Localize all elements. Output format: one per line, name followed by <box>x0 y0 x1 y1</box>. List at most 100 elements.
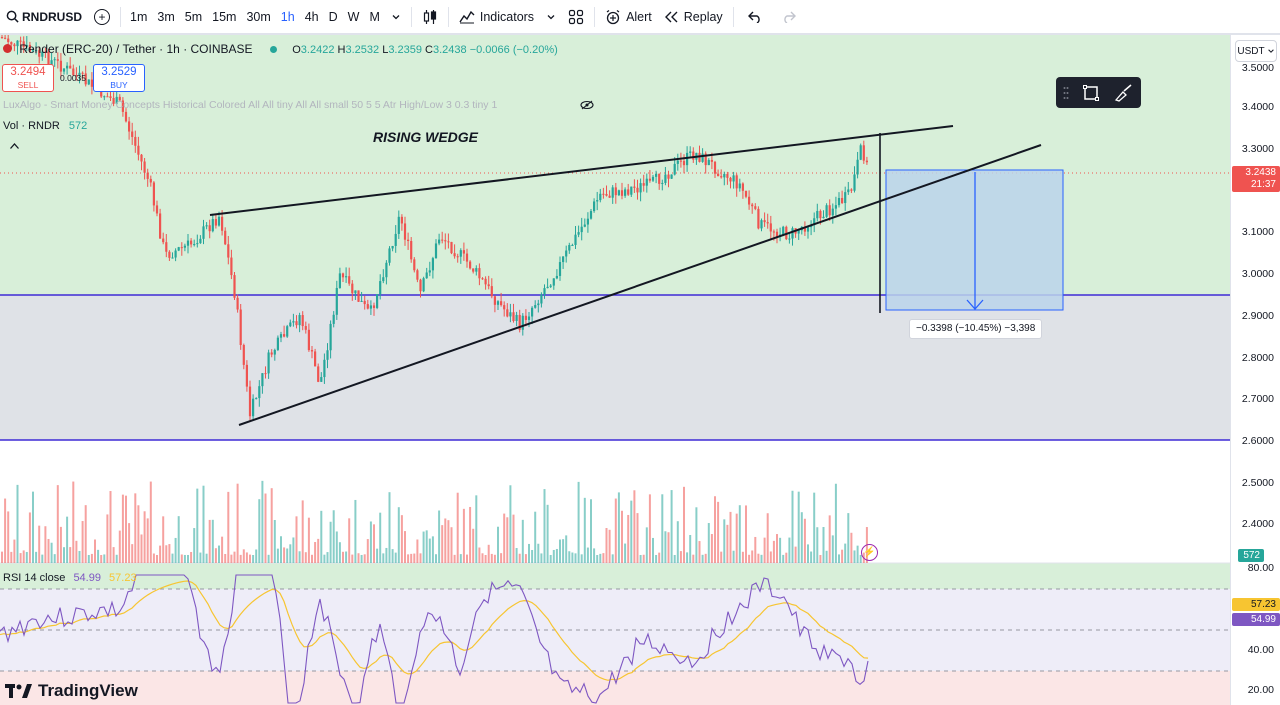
interval-4h[interactable]: 4h <box>304 9 319 24</box>
candle-body <box>689 151 692 153</box>
undo-icon <box>747 11 760 23</box>
chart-type-button[interactable] <box>416 0 444 34</box>
luxalgo-indicator-legend[interactable]: LuxAlgo - Smart Money Concepts Historica… <box>3 99 594 111</box>
symbol-search[interactable]: RNDRUSD <box>0 0 88 34</box>
candle-body <box>152 182 155 206</box>
volume-bar <box>159 545 162 563</box>
brush-tool-icon[interactable] <box>1114 83 1134 102</box>
volume-bar <box>388 492 391 563</box>
candle-body <box>583 224 586 227</box>
interval-1m[interactable]: 1m <box>130 9 148 24</box>
interval-m[interactable]: M <box>369 9 380 24</box>
lightning-icon[interactable]: ⚡ <box>861 544 878 561</box>
collapse-legend-button[interactable] <box>9 139 20 153</box>
tradingview-logo[interactable]: TradingView <box>5 681 138 701</box>
interval-w[interactable]: W <box>347 9 360 24</box>
volume-bar <box>425 530 428 563</box>
candle-body <box>856 159 859 175</box>
rectangle-tool-icon[interactable] <box>1082 84 1100 102</box>
candle-body <box>360 300 363 302</box>
volume-bar <box>224 553 227 563</box>
candle-body <box>732 175 735 182</box>
volume-bar <box>813 492 816 563</box>
indicators-dropdown[interactable] <box>540 0 562 34</box>
volume-bar <box>128 523 131 563</box>
interval-3m[interactable]: 3m <box>157 9 175 24</box>
drawing-floating-toolbar <box>1056 77 1141 108</box>
volume-bar <box>78 550 81 563</box>
volume-bar <box>112 547 115 563</box>
volume-bar <box>546 504 549 563</box>
candle-body <box>233 275 236 298</box>
candle-body <box>596 200 599 202</box>
indicators-button[interactable]: Indicators <box>453 0 540 34</box>
price-axis[interactable]: USDT 3.5000 3.4000 3.3000 3.1000 3.0000 … <box>1230 35 1280 705</box>
buy-button[interactable]: 3.2529 BUY <box>93 64 145 92</box>
wedge-upper-trendline[interactable] <box>209 125 954 216</box>
candle-body <box>859 145 862 160</box>
redo-button[interactable] <box>772 0 806 34</box>
volume-legend[interactable]: Vol · RNDR 572 <box>3 120 87 132</box>
interval-d[interactable]: D <box>328 9 338 24</box>
interval-15m[interactable]: 15m <box>212 9 237 24</box>
divider <box>410 6 412 27</box>
candle-body <box>710 159 713 162</box>
chevron-down-icon <box>1267 49 1274 53</box>
candle-body <box>385 262 388 278</box>
candle-body <box>524 315 527 320</box>
candle-body <box>416 270 419 280</box>
wedge-lower-trendline[interactable] <box>238 144 1042 426</box>
volume-bar <box>608 529 611 563</box>
candle-body <box>304 326 307 330</box>
candle-body <box>565 250 568 257</box>
candle-body <box>534 305 537 308</box>
volume-bar <box>171 553 174 563</box>
layouts-button[interactable] <box>562 0 590 34</box>
interval-30m[interactable]: 30m <box>246 9 271 24</box>
candle-body <box>586 218 589 225</box>
rsi-ma-line <box>0 580 869 681</box>
candle-body <box>221 216 224 231</box>
candle-body <box>323 359 326 378</box>
candle-body <box>837 197 841 206</box>
interval-dropdown[interactable] <box>385 0 407 34</box>
candle-body <box>633 186 636 188</box>
open-label: O <box>292 44 301 56</box>
price-chart[interactable] <box>0 35 1230 705</box>
candle-body <box>84 73 87 85</box>
alert-button[interactable]: Alert <box>599 0 658 34</box>
symbol-legend[interactable]: Render (ERC-20) / Tether · 1h · COINBASE… <box>3 42 558 56</box>
interval-5m[interactable]: 5m <box>184 9 203 24</box>
volume-bar <box>797 491 800 563</box>
currency-selector[interactable]: USDT <box>1235 40 1277 62</box>
eye-hidden-icon[interactable] <box>580 100 594 110</box>
candle-body <box>317 366 320 382</box>
interval-1h[interactable]: 1h <box>280 9 295 24</box>
volume-bar <box>571 552 574 563</box>
volume-bar <box>779 537 782 563</box>
candle-body <box>66 65 69 69</box>
replay-button[interactable]: Replay <box>658 0 729 34</box>
drag-handle-icon[interactable] <box>1063 86 1069 100</box>
volume-bar <box>431 536 434 563</box>
sell-button[interactable]: 3.2494 SELL <box>2 64 54 92</box>
candle-body <box>496 301 500 305</box>
volume-bar <box>676 521 679 563</box>
rsi-label: RSI 14 close <box>3 572 66 584</box>
close-label: C <box>425 44 433 56</box>
volume-bar <box>710 534 713 563</box>
rsi-overbought-zone <box>0 563 1230 589</box>
candle-body <box>775 231 779 237</box>
volume-bar <box>583 497 586 563</box>
axis-label: 2.5000 <box>1241 477 1274 489</box>
rsi-legend[interactable]: RSI 14 close 54.99 57.23 <box>3 572 137 584</box>
candle-body <box>617 190 620 196</box>
candle-body <box>379 281 382 295</box>
compare-button[interactable]: + <box>88 0 116 34</box>
chart-pane[interactable]: Render (ERC-20) / Tether · 1h · COINBASE… <box>0 35 1230 705</box>
candle-body <box>602 193 605 195</box>
undo-button[interactable] <box>738 0 772 34</box>
candle-body <box>766 222 769 224</box>
high-value: 3.2532 <box>345 44 380 56</box>
